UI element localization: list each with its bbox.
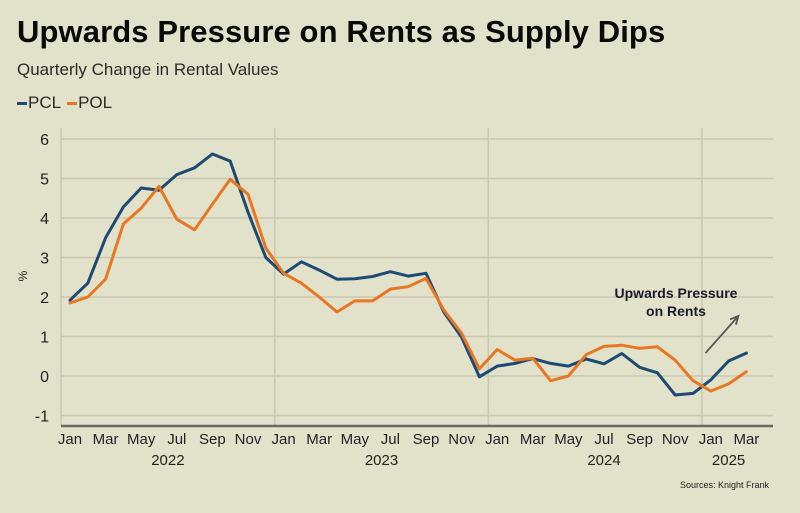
x-tick-label: Nov [662,431,689,448]
legend: PCL POL [17,93,118,113]
legend-label-pol: POL [78,93,113,112]
x-tick-label: Mar [93,431,119,448]
x-tick-label: Jul [594,431,613,448]
x-tick-label: Jan [699,431,723,448]
x-tick-label: Jan [58,431,82,448]
legend-item-pcl: PCL [17,93,61,113]
y-tick-label: 5 [40,172,49,189]
x-tick-label: Mar [306,431,332,448]
series-line-pol [68,177,748,393]
x-tick-label: Mar [733,431,759,448]
legend-item-pol: POL [67,93,112,113]
annotation-text: Upwards Pressure [615,285,738,301]
x-year-label: 2023 [365,452,398,469]
y-tick-label: 3 [40,251,49,268]
y-axis: -1 0 1 2 3 4 5 6% [16,128,62,426]
x-tick-label: Sep [413,431,440,448]
annotation-arrow-line [704,315,740,354]
x-year-label: 2025 [712,452,745,469]
y-tick-label: 2 [40,290,49,307]
y-tick-label: 1 [40,330,49,347]
x-tick-label: May [341,431,370,448]
x-tick-label: Nov [235,431,262,448]
annotation-layer: Upwards Pressure on Rents [615,285,740,354]
series-layer [68,152,748,397]
chart-title: Upwards Pressure on Rents as Supply Dips [17,14,666,49]
source-note: Sources: Knight Frank [679,480,769,490]
y-tick-label: 0 [40,369,49,386]
chart-subtitle: Quarterly Change in Rental Values [17,60,279,79]
annotation-text: on Rents [646,303,706,319]
y-tick-label: -1 [35,409,49,426]
legend-swatch-pcl [17,101,27,105]
x-tick-label: Jan [485,431,509,448]
arrow-head-icon [729,314,740,325]
x-tick-label: Nov [448,431,475,448]
y-tick-label: 6 [40,132,49,149]
legend-swatch-pol [67,101,78,105]
x-year-label: 2024 [587,452,620,469]
x-tick-label: Mar [520,431,546,448]
x-year-label: 2022 [151,452,184,469]
x-tick-label: Sep [199,431,226,448]
y-axis-label: % [16,270,30,281]
x-tick-label: May [127,431,156,448]
y-tick-label: 4 [40,211,49,228]
x-tick-label: Jan [272,431,296,448]
x-tick-label: Sep [626,431,653,448]
x-tick-label: Jul [167,431,186,448]
x-tick-label: Jul [381,431,400,448]
grid [61,128,773,426]
x-axis: Jan Mar May Jul Sep Nov Jan Mar May Jul Sep Nov Jan M… [58,424,773,469]
x-tick-label: May [554,431,583,448]
legend-label-pcl: PCL [28,93,62,112]
series-line-pcl [68,152,748,397]
